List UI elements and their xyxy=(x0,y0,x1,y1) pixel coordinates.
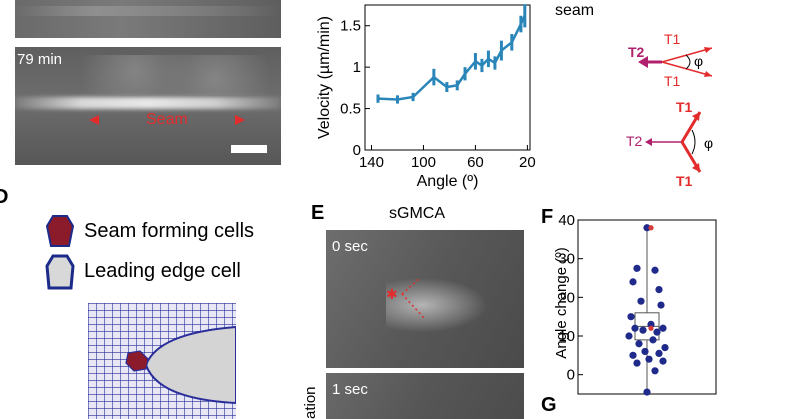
seam-cell-icon xyxy=(45,215,75,247)
data-point xyxy=(657,301,665,309)
seam-line xyxy=(15,97,281,109)
x-axis-label: Angle (º) xyxy=(417,173,479,190)
t2-arrowhead-top xyxy=(638,56,648,68)
sgmca-frame-1sec: 1 sec xyxy=(326,373,524,419)
data-point xyxy=(625,332,633,340)
t1-label-top-lower: T1 xyxy=(664,73,681,89)
y-tick-label: 40 xyxy=(558,212,575,229)
micrograph-79min: 79 min Seam xyxy=(15,47,281,165)
t1-line-top-down xyxy=(661,61,713,77)
dotted-angle-lines xyxy=(401,277,425,319)
junction-marker: ✱ xyxy=(386,286,398,302)
junction-glow xyxy=(386,270,506,340)
data-point xyxy=(639,326,647,334)
y-tick-label: 10 xyxy=(558,328,575,345)
highlight-point xyxy=(648,325,654,331)
data-point xyxy=(631,324,639,332)
y-tick-label: 0.5 xyxy=(340,101,361,118)
panel-letter-d: D xyxy=(0,186,9,208)
data-point xyxy=(651,367,659,375)
junction-schematic: T1 T2 φ T1 T1 T2 φ T1 xyxy=(626,31,713,189)
t1-line-top-up xyxy=(661,47,713,63)
data-point xyxy=(629,351,637,359)
data-point xyxy=(645,355,653,363)
t1-arrowhead-up xyxy=(704,47,712,53)
t1-label-top: T1 xyxy=(664,31,681,47)
data-point xyxy=(643,224,651,232)
side-label-fragment: ation xyxy=(302,386,319,419)
y-tick-label: 1 xyxy=(353,59,361,76)
data-point xyxy=(627,313,635,321)
data-point xyxy=(633,264,641,272)
schematic-seam-label: seam xyxy=(555,2,595,19)
x-tick-label: 60 xyxy=(467,154,484,171)
micrograph-top-strip xyxy=(15,0,281,38)
leading-edge-cell-icon xyxy=(45,254,75,290)
data-point xyxy=(661,344,669,352)
phi-label-top: φ xyxy=(694,53,703,69)
legend-seam-forming-cells: Seam forming cells xyxy=(84,220,255,242)
t1-label-bottom-lower: T1 xyxy=(676,173,693,189)
data-point xyxy=(643,388,651,396)
t1-arrowhead-down xyxy=(704,71,712,77)
t2-label-top: T2 xyxy=(628,44,645,60)
y-tick-label: 20 xyxy=(558,289,575,306)
seam-label: Seam xyxy=(146,111,188,128)
data-point xyxy=(641,347,649,356)
data-point xyxy=(649,336,657,344)
x-tick-label: 100 xyxy=(411,154,436,171)
y-tick-label: 0 xyxy=(353,142,361,159)
data-point xyxy=(653,328,661,336)
data-point xyxy=(659,324,667,332)
highlight-point xyxy=(648,225,654,231)
x-tick-label: 140 xyxy=(359,154,384,171)
frame-time-label: 0 sec xyxy=(332,238,368,255)
left-arrowhead xyxy=(89,115,99,125)
panel-e-title: sGMCA xyxy=(389,205,445,222)
phi-arc-bottom xyxy=(691,129,696,155)
y-tick-label: 0 xyxy=(567,367,575,384)
micrograph-texture xyxy=(15,6,281,16)
y-axis-label: Angle change (º) xyxy=(553,247,570,358)
right-arrowhead xyxy=(235,115,245,125)
panel-letter-e: E xyxy=(311,202,325,224)
data-point xyxy=(647,320,655,328)
y-tick-label: 30 xyxy=(558,251,575,268)
t1-label-bottom-upper: T1 xyxy=(676,99,693,115)
data-point xyxy=(655,349,663,357)
data-point xyxy=(637,297,645,305)
t2-arrowhead-bottom xyxy=(645,138,652,146)
y-axis-label: Velocity (µm/min) xyxy=(316,16,333,139)
data-point xyxy=(633,359,641,367)
t1-arrowhead-bottom-up xyxy=(692,112,700,121)
plot-frame xyxy=(364,4,531,151)
panel-letter-f: F xyxy=(541,206,554,228)
seam-cell-cluster xyxy=(125,350,149,372)
time-label: 79 min xyxy=(17,51,63,68)
data-point xyxy=(651,266,659,274)
phi-label-bottom: φ xyxy=(704,135,713,151)
data-point xyxy=(629,278,637,286)
cell-mesh-diagram xyxy=(88,303,236,419)
data-point xyxy=(655,286,663,294)
data-point xyxy=(659,357,667,365)
data-point xyxy=(635,340,643,348)
y-tick-label: 1.5 xyxy=(340,18,361,35)
panel-letter-g: G xyxy=(541,394,557,416)
scale-bar xyxy=(231,145,267,153)
frame-time-label-2: 1 sec xyxy=(332,381,368,398)
phi-arc-top xyxy=(685,54,691,70)
speckle-region xyxy=(75,55,275,95)
sgmca-frame-0sec: 0 sec ✱ xyxy=(326,230,524,368)
t1-arrowhead-bottom-down xyxy=(692,163,700,172)
angle-change-chart: 0 10 20 30 40 Angle change (º) xyxy=(553,212,717,396)
x-tick-label: 20 xyxy=(519,154,536,171)
legend-leading-edge-cell: Leading edge cell xyxy=(84,260,241,282)
t2-label-bottom: T2 xyxy=(626,133,643,149)
velocity-chart: 0 0.5 1 1.5 140 100 60 20 Angle (º) Velocity (µm/… xyxy=(316,4,536,190)
